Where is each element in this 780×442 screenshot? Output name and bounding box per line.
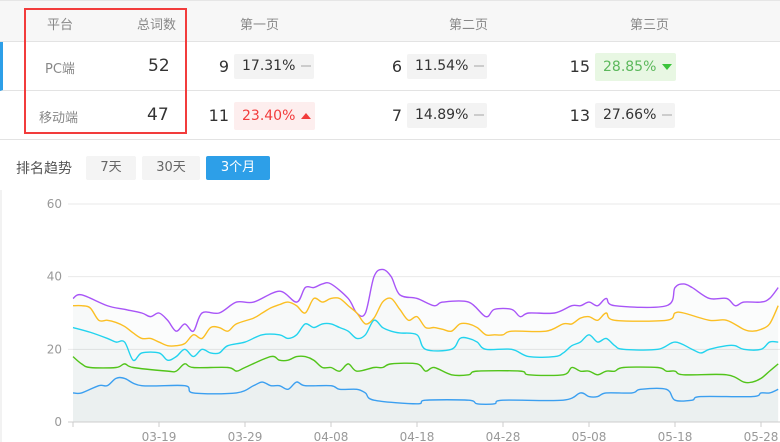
flat-icon xyxy=(301,65,312,67)
series-line-1 xyxy=(72,268,779,333)
range-30d-button[interactable]: 30天 xyxy=(142,156,200,180)
page3-percent-badge: 28.85% xyxy=(595,53,676,81)
series-line-3 xyxy=(72,319,779,362)
page1-count: 9 xyxy=(218,57,229,76)
x-tick-label: 05-18 xyxy=(658,430,693,442)
series-line-4 xyxy=(72,355,779,384)
range-7d-button[interactable]: 7天 xyxy=(86,156,136,180)
header-page2: 第二页 xyxy=(449,18,489,33)
page3-percent-badge: 27.66% xyxy=(595,103,675,128)
platform-label: PC端 xyxy=(45,62,75,77)
page2-percent-badge: 11.54% xyxy=(407,54,487,79)
y-tick-label: 0 xyxy=(54,415,62,429)
highlight-box xyxy=(24,8,187,134)
x-tick-label: 05-08 xyxy=(572,430,607,442)
flat-icon xyxy=(662,114,673,116)
header-page1: 第一页 xyxy=(240,18,280,33)
page1-percent-badge: 17.31% xyxy=(234,54,314,79)
x-tick-label: 04-18 xyxy=(400,430,435,442)
series-line-2 xyxy=(72,297,779,347)
table-header: 平台 总词数 第一页 第二页 第三页 xyxy=(0,0,780,42)
page2-count: 6 xyxy=(391,57,402,76)
flat-icon xyxy=(474,114,485,116)
page2-percent-badge: 14.89% xyxy=(407,103,487,128)
rank-trend-chart: 0 20 40 60 03-19 03-29 04-08 04-18 04-28 05-08 05-… xyxy=(0,190,780,442)
table-row-pc[interactable]: PC端 52 9 17.31% 6 11.54% 15 28.85% xyxy=(0,42,780,91)
trend-label: 排名趋势 xyxy=(16,161,72,177)
header-platform: 平台 xyxy=(47,18,74,33)
total-count: 47 xyxy=(147,105,169,125)
table-row-mobile[interactable]: 移动端 47 11 23.40% 7 14.89% 13 27.66% xyxy=(0,91,780,140)
page3-count: 13 xyxy=(569,106,590,125)
flat-icon xyxy=(474,65,485,67)
x-tick-label: 04-08 xyxy=(314,430,349,442)
range-3m-button[interactable]: 3个月 xyxy=(206,156,270,180)
y-tick-label: 40 xyxy=(47,270,62,284)
trend-down-icon xyxy=(662,64,673,70)
page1-count: 11 xyxy=(208,106,229,125)
trend-up-icon xyxy=(301,113,312,119)
y-tick-label: 60 xyxy=(47,197,62,211)
header-total: 总词数 xyxy=(137,18,177,33)
total-count: 52 xyxy=(148,56,170,76)
x-tick-label: 04-28 xyxy=(486,430,521,442)
y-tick-label: 20 xyxy=(47,342,62,356)
header-page3: 第三页 xyxy=(630,18,670,33)
page3-count: 15 xyxy=(569,57,590,76)
series-line-5 xyxy=(72,376,779,405)
x-tick-label: 03-29 xyxy=(228,430,263,442)
page2-count: 7 xyxy=(391,106,402,125)
x-tick-label: 05-28 xyxy=(744,430,779,442)
x-tick-label: 03-19 xyxy=(142,430,177,442)
platform-label: 移动端 xyxy=(39,111,79,126)
page1-percent-badge: 23.40% xyxy=(234,102,315,130)
